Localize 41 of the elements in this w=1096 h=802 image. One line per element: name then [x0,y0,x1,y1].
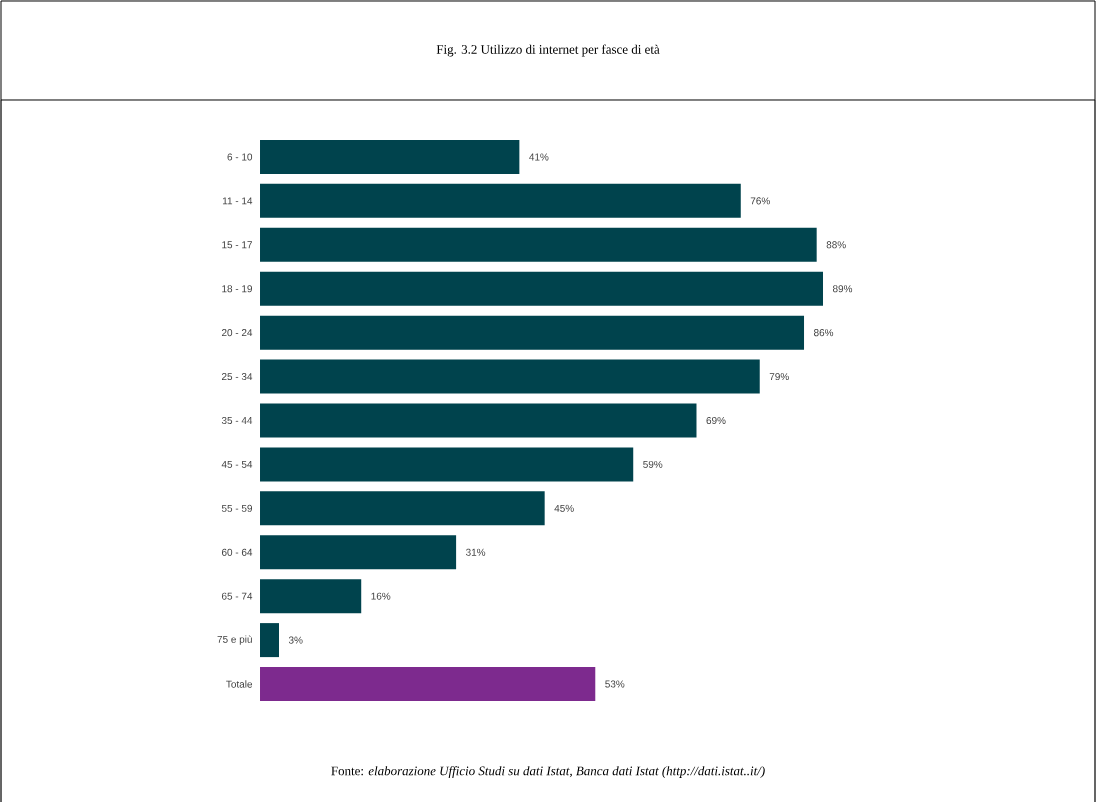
bar [260,359,760,394]
chart-title: Fig. 3.2 Utilizzo di internet per fasce di età [436,44,660,57]
bar [260,579,362,614]
bar [260,403,697,438]
bar [260,535,457,570]
data-label: 41% [529,153,549,161]
data-label: 89% [832,285,853,293]
data-label: 59% [643,460,663,468]
y-tick-label: 75 e più [217,635,252,645]
bar [260,183,741,218]
y-tick-label: 65 - 74 [221,592,253,600]
data-label: 79% [769,373,789,381]
y-tick-label: Totale [226,680,253,688]
bar [260,667,596,702]
data-label: 53% [605,680,625,688]
source-note: Fonte: elaborazione Ufficio Studi su dati Istat, Banca dati Istat (http://dati.istat..it/) [331,766,765,778]
y-tick-label: 20 - 24 [221,329,253,337]
data-label: 86% [813,329,834,337]
bar [260,139,520,174]
data-label: 31% [466,548,486,556]
y-tick-label: 15 - 17 [222,241,252,249]
y-tick-label: 35 - 44 [221,416,253,425]
data-label: 45% [554,504,574,512]
data-label: 69% [706,416,726,425]
data-label: 16% [371,592,391,600]
bar [260,227,817,262]
y-tick-label: 25 - 34 [221,373,253,381]
bar [260,491,545,526]
y-tick-label: 55 - 59 [221,504,253,512]
data-label: 76% [750,197,770,205]
y-tick-label: 18 - 19 [222,285,253,293]
data-label: 88% [826,241,846,249]
y-tick-label: 60 - 64 [221,548,253,556]
y-tick-label: 6 - 10 [227,153,253,161]
bar [260,447,634,482]
bar [260,623,279,658]
bar [260,271,824,306]
bar [260,315,805,350]
data-label: 3% [288,636,303,644]
y-tick-label: 11 - 14 [222,197,253,205]
y-tick-label: 45 - 54 [221,460,253,468]
